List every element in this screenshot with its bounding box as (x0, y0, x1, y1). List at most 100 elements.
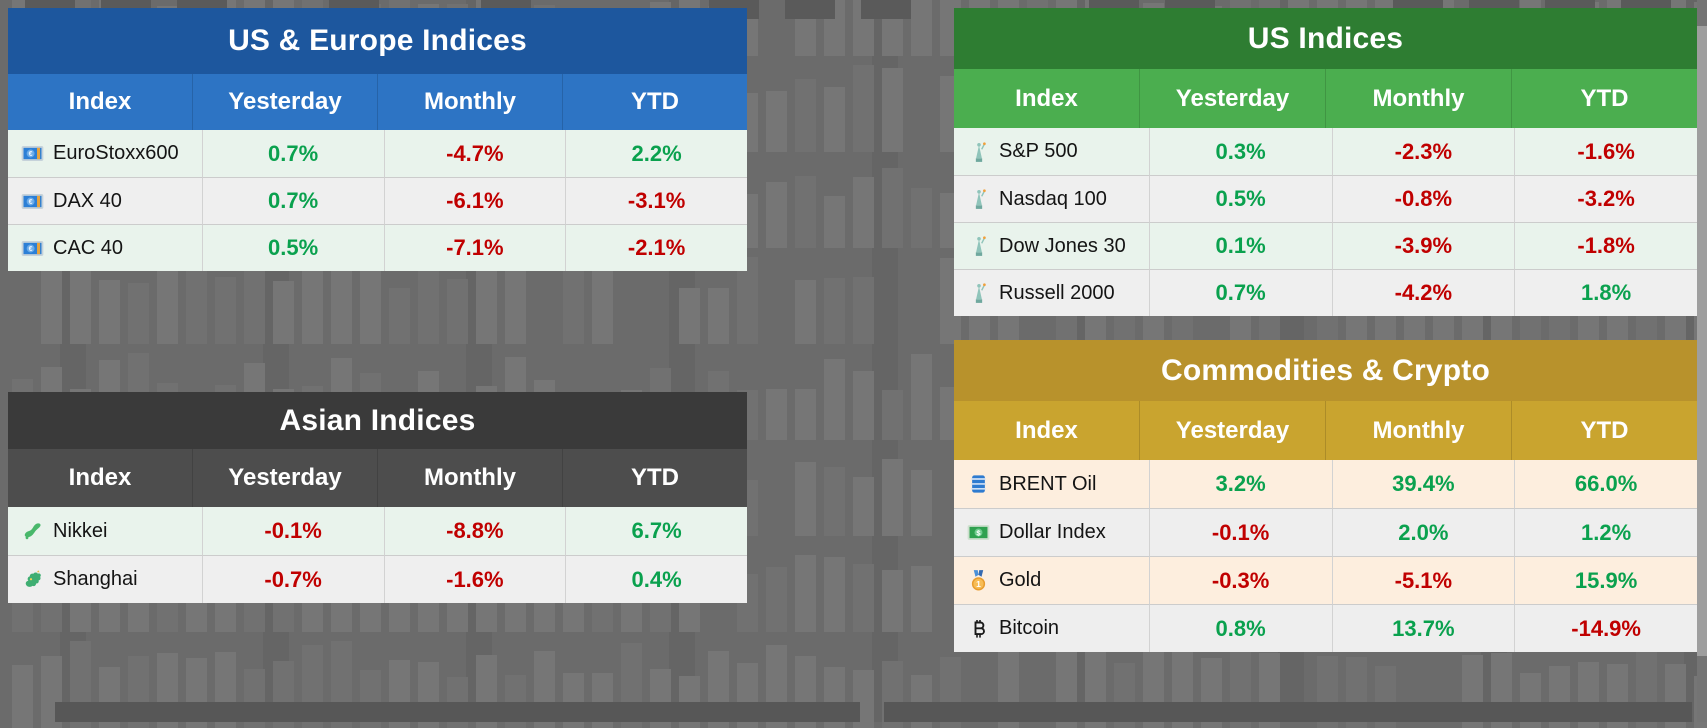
background-bar (737, 257, 758, 344)
table-us-europe-indices: US & Europe Indices Index Yesterday Monthl… (8, 8, 747, 271)
value-monthly: 13.7% (1331, 604, 1515, 652)
value-yesterday: 0.7% (201, 130, 384, 177)
value-yesterday: -0.1% (201, 507, 384, 555)
table-title: US Indices (954, 8, 1697, 69)
value-monthly: -8.8% (383, 507, 566, 555)
table-body: S&P 500 0.3% -2.3% -1.6% Nasdaq 100 0.5% -0.8%… (954, 128, 1697, 316)
index-name: Gold (999, 569, 1042, 591)
vertical-scrollbar-track[interactable] (1697, 0, 1707, 722)
table-body: Nikkei -0.1% -8.8% 6.7% Shanghai -0.7% -1.6% 0.… (8, 507, 747, 603)
background-bar (766, 91, 787, 152)
background-bar (853, 277, 874, 344)
background-bar (476, 270, 497, 344)
background-bar (795, 389, 816, 440)
value-monthly: -4.2% (1331, 269, 1515, 316)
value-ytd: -14.9% (1514, 604, 1697, 652)
value-ytd: 15.9% (1514, 556, 1697, 604)
column-header-index: Index (1015, 416, 1078, 444)
row-nikkei: Nikkei -0.1% -8.8% 6.7% (8, 507, 747, 555)
background-bar (853, 564, 874, 632)
svg-text:€: € (29, 245, 33, 253)
value-yesterday: 0.3% (1148, 128, 1332, 175)
index-cell: Dow Jones 30 (954, 222, 1149, 269)
value-monthly: -5.1% (1331, 556, 1515, 604)
index-name: CAC 40 (53, 236, 124, 259)
background-bar (563, 260, 584, 344)
background-bar (215, 277, 236, 344)
column-header-ytd: YTD (1511, 69, 1697, 128)
background-bar (795, 176, 816, 248)
table-header-row: Index Yesterday Monthly YTD (954, 401, 1697, 460)
column-header-monthly: Monthly (377, 449, 562, 507)
index-name: Nikkei (53, 519, 108, 542)
background-bar (795, 79, 816, 152)
index-cell: € EuroStoxx600 (8, 130, 202, 177)
table-body: € EuroStoxx600 0.7% -4.7% 2.2% € DAX 40 0.7% -6.… (8, 130, 747, 271)
value-yesterday: 0.7% (201, 177, 384, 224)
background-bar (853, 477, 874, 536)
index-name: Dow Jones 30 (999, 234, 1126, 257)
row-shanghai: Shanghai -0.7% -1.6% 0.4% (8, 555, 747, 603)
background-strip (884, 702, 1692, 722)
value-monthly: -1.6% (383, 555, 566, 603)
gold-medal-icon: 1 (967, 569, 990, 592)
column-header-monthly: Monthly (1325, 69, 1511, 128)
vertical-scrollbar-thumb[interactable] (1697, 26, 1707, 656)
background-bar (911, 188, 932, 248)
background-bar (882, 390, 903, 440)
table-header-row: Index Yesterday Monthly YTD (8, 449, 747, 507)
row-dollar-index: $ Dollar Index -0.1% 2.0% 1.2% (954, 508, 1697, 556)
bitcoin-icon (967, 617, 990, 640)
column-header-yesterday: Yesterday (192, 449, 377, 507)
column-header-index: Index (68, 464, 132, 491)
value-monthly: -2.3% (1331, 128, 1515, 175)
row-eurostoxx600: € EuroStoxx600 0.7% -4.7% 2.2% (8, 130, 747, 177)
value-monthly: 2.0% (1331, 508, 1515, 556)
background-strip (55, 702, 860, 722)
value-yesterday: 0.8% (1148, 604, 1332, 652)
index-name: BRENT Oil (999, 472, 1097, 495)
index-cell: 1 Gold (954, 556, 1149, 604)
row-bitcoin: Bitcoin 0.8% 13.7% -14.9% (954, 604, 1697, 652)
index-name: Russell 2000 (999, 281, 1115, 304)
value-yesterday: 0.5% (201, 224, 384, 271)
table-commodities-crypto: Commodities & Crypto Index Yesterday Month… (954, 340, 1697, 652)
svg-text:€: € (29, 150, 33, 158)
index-name: S&P 500 (999, 140, 1078, 162)
index-name: DAX 40 (53, 189, 122, 212)
background-bar (911, 0, 932, 56)
value-ytd: 1.2% (1514, 508, 1697, 556)
value-ytd: 2.2% (565, 130, 747, 177)
table-title: Commodities & Crypto (954, 340, 1697, 401)
background-bar (302, 259, 323, 344)
column-header-ytd: YTD (562, 449, 747, 507)
dragon-icon (21, 568, 44, 591)
index-cell: Bitcoin (954, 604, 1149, 652)
background-bar (824, 467, 845, 536)
japan-map-icon (21, 520, 44, 543)
background-bar (882, 459, 903, 536)
column-header-monthly: Monthly (377, 74, 562, 130)
table-asian-indices: Asian Indices Index Yesterday Monthly YTD N… (8, 392, 747, 603)
background-bar (389, 288, 410, 344)
table-title: Asian Indices (8, 392, 747, 449)
svg-text:$: $ (976, 528, 981, 537)
background-bar (853, 65, 874, 152)
background-bar (824, 359, 845, 440)
column-header-yesterday: Yesterday (1139, 69, 1325, 128)
index-name: Bitcoin (999, 617, 1060, 639)
background-bar (911, 470, 932, 536)
value-yesterday: 0.1% (1148, 222, 1332, 269)
background-bar (824, 557, 845, 632)
index-cell: Russell 2000 (954, 269, 1149, 316)
dollar-banknote-icon: $ (967, 521, 990, 544)
background-bar (766, 182, 787, 248)
row-dax-40: € DAX 40 0.7% -6.1% -3.1% (8, 177, 747, 224)
row-gold: 1 Gold -0.3% -5.1% 15.9% (954, 556, 1697, 604)
background-bar (853, 177, 874, 248)
row-dow-jones-30: Dow Jones 30 0.1% -3.9% -1.8% (954, 222, 1697, 269)
value-yesterday: -0.7% (201, 555, 384, 603)
background-bar (360, 269, 381, 344)
index-cell: € DAX 40 (8, 177, 202, 224)
background-bar (766, 389, 787, 440)
